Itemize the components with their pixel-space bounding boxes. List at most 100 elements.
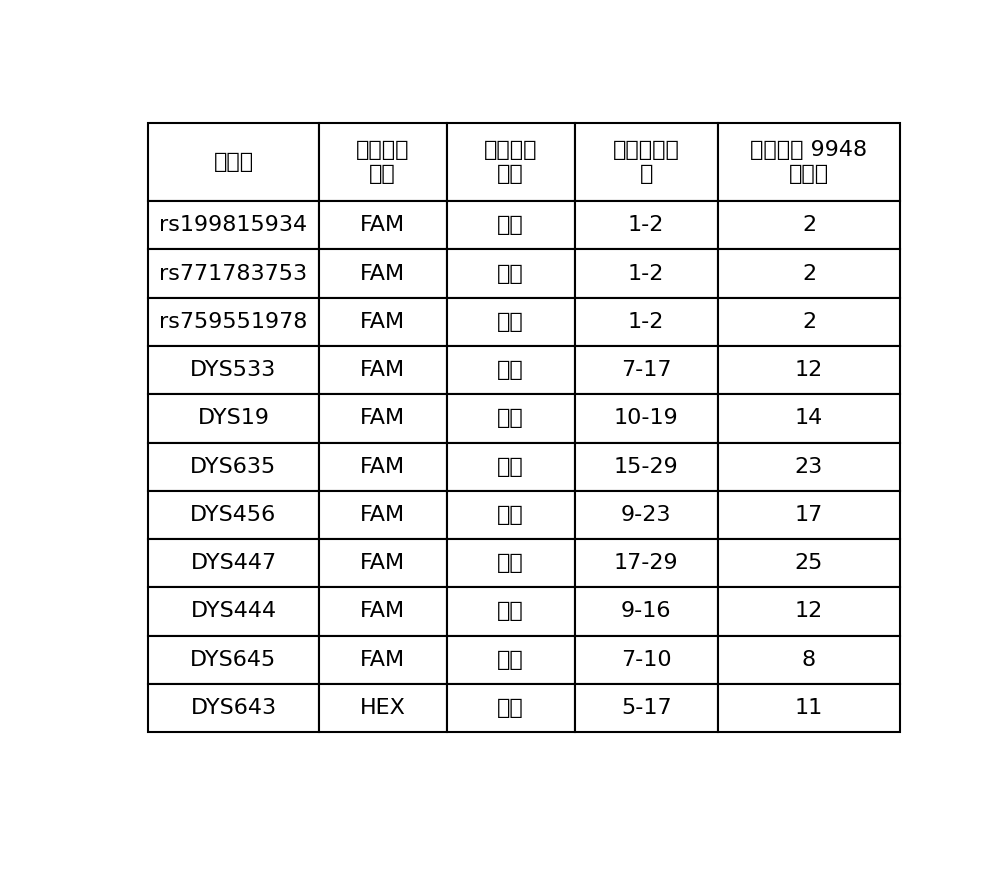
Text: FAM: FAM [360, 215, 405, 235]
Text: 阳性对照 9948
基因型: 阳性对照 9948 基因型 [750, 140, 868, 184]
Bar [319, 123, 447, 201]
Bar [447, 298, 574, 346]
Bar [574, 587, 718, 636]
Text: 25: 25 [795, 553, 823, 573]
Bar [148, 298, 319, 346]
Text: 12: 12 [795, 360, 823, 380]
Text: DYS444: DYS444 [190, 601, 277, 622]
Text: FAM: FAM [360, 263, 405, 283]
Bar [319, 442, 447, 491]
Text: 蓝色: 蓝色 [497, 408, 524, 428]
Bar [718, 636, 900, 683]
Bar [447, 636, 574, 683]
Bar [718, 346, 900, 394]
Text: DYS643: DYS643 [190, 698, 277, 718]
Text: FAM: FAM [360, 650, 405, 669]
Text: 荧光标记
颜色: 荧光标记 颜色 [484, 140, 537, 184]
Text: 17-29: 17-29 [614, 553, 679, 573]
Bar [319, 539, 447, 587]
Text: rs771783753: rs771783753 [159, 263, 308, 283]
Bar [319, 394, 447, 442]
Bar [718, 587, 900, 636]
Text: 12: 12 [795, 601, 823, 622]
Text: rs759551978: rs759551978 [159, 312, 308, 332]
Bar [447, 249, 574, 298]
Text: DYS533: DYS533 [190, 360, 277, 380]
Text: 基因座: 基因座 [213, 152, 254, 172]
Text: 蓝色: 蓝色 [497, 263, 524, 283]
Text: FAM: FAM [360, 553, 405, 573]
Bar [447, 587, 574, 636]
Bar [447, 539, 574, 587]
Text: 绿色: 绿色 [497, 698, 524, 718]
Bar [718, 123, 900, 201]
Bar [574, 539, 718, 587]
Bar [319, 491, 447, 539]
Bar [148, 442, 319, 491]
Text: 15-29: 15-29 [614, 457, 679, 477]
Text: 23: 23 [795, 457, 823, 477]
Bar [148, 123, 319, 201]
Text: DYS456: DYS456 [190, 505, 277, 525]
Bar [319, 249, 447, 298]
Text: 9-23: 9-23 [621, 505, 671, 525]
Bar [574, 683, 718, 732]
Bar [718, 539, 900, 587]
Text: 11: 11 [795, 698, 823, 718]
Text: FAM: FAM [360, 408, 405, 428]
Text: 7-17: 7-17 [621, 360, 671, 380]
Text: 1-2: 1-2 [628, 312, 664, 332]
Text: FAM: FAM [360, 360, 405, 380]
Bar [319, 683, 447, 732]
Bar [148, 587, 319, 636]
Bar [574, 491, 718, 539]
Text: 等位基因范
围: 等位基因范 围 [613, 140, 680, 184]
Bar [148, 491, 319, 539]
Text: rs199815934: rs199815934 [159, 215, 308, 235]
Text: FAM: FAM [360, 457, 405, 477]
Bar [148, 249, 319, 298]
Text: 蓝色: 蓝色 [497, 601, 524, 622]
Bar [319, 298, 447, 346]
Text: 2: 2 [802, 215, 816, 235]
Text: DYS19: DYS19 [198, 408, 270, 428]
Text: DYS447: DYS447 [190, 553, 277, 573]
Text: 5-17: 5-17 [621, 698, 672, 718]
Bar [447, 683, 574, 732]
Text: 2: 2 [802, 263, 816, 283]
Text: FAM: FAM [360, 601, 405, 622]
Bar [447, 201, 574, 249]
Bar [574, 346, 718, 394]
Text: 10-19: 10-19 [614, 408, 679, 428]
Text: 17: 17 [795, 505, 823, 525]
Text: FAM: FAM [360, 312, 405, 332]
Bar [148, 346, 319, 394]
Bar [718, 201, 900, 249]
Text: 蓝色: 蓝色 [497, 553, 524, 573]
Text: 8: 8 [802, 650, 816, 669]
Bar [574, 201, 718, 249]
Text: 1-2: 1-2 [628, 263, 664, 283]
Text: 2: 2 [802, 312, 816, 332]
Bar [574, 123, 718, 201]
Bar [148, 201, 319, 249]
Text: FAM: FAM [360, 505, 405, 525]
Text: 7-10: 7-10 [621, 650, 672, 669]
Text: DYS645: DYS645 [190, 650, 277, 669]
Bar [148, 636, 319, 683]
Bar [319, 587, 447, 636]
Text: 荧光标记
类型: 荧光标记 类型 [356, 140, 409, 184]
Text: 14: 14 [795, 408, 823, 428]
Text: DYS635: DYS635 [190, 457, 277, 477]
Bar [718, 683, 900, 732]
Bar [447, 442, 574, 491]
Bar [319, 636, 447, 683]
Bar [718, 394, 900, 442]
Bar [447, 123, 574, 201]
Bar [718, 442, 900, 491]
Text: 蓝色: 蓝色 [497, 505, 524, 525]
Bar [574, 298, 718, 346]
Bar [319, 201, 447, 249]
Text: HEX: HEX [360, 698, 406, 718]
Bar [447, 491, 574, 539]
